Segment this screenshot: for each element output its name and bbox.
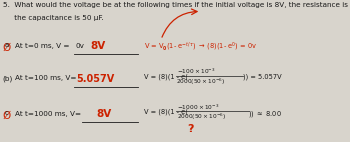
Text: (b): (b) [3, 75, 13, 82]
Text: )) = 5.057V: )) = 5.057V [243, 73, 282, 80]
Text: At t=0 ms, V =: At t=0 ms, V = [15, 43, 69, 49]
Text: 8V: 8V [90, 41, 106, 51]
Text: 5.  What would the voltage be at the following times if the initial voltage is 8: 5. What would the voltage be at the foll… [3, 2, 350, 8]
Text: the capacitance is 50 μF.: the capacitance is 50 μF. [3, 15, 104, 21]
Text: At t=100 ms, V=: At t=100 ms, V= [15, 75, 76, 81]
Text: V = (8)(1 - e(: V = (8)(1 - e( [144, 109, 187, 115]
Text: V = V$_\mathbf{0}$(1- e$^{-t/\tau}$) $\rightarrow$ (8)(1- e$^{0}$) = 0v: V = V$_\mathbf{0}$(1- e$^{-t/\tau}$) $\r… [144, 40, 257, 52]
Text: c: c [5, 110, 8, 116]
Text: At t=1000 ms, V=: At t=1000 ms, V= [15, 111, 81, 117]
Text: Ø: Ø [3, 111, 11, 121]
Text: 8V: 8V [96, 109, 112, 119]
Text: )) $\approx$ 8.00: )) $\approx$ 8.00 [248, 109, 282, 119]
Text: V = (8)(1 - e(: V = (8)(1 - e( [144, 73, 187, 80]
Text: 0v: 0v [75, 43, 84, 49]
Text: $-100\times10^{-3}$: $-100\times10^{-3}$ [177, 67, 215, 76]
Text: 5.057V: 5.057V [76, 74, 114, 84]
Text: ?: ? [187, 124, 194, 134]
Text: $-1000\times10^{-3}$: $-1000\times10^{-3}$ [177, 102, 219, 111]
Text: Ø: Ø [3, 43, 11, 53]
Text: a: a [5, 42, 9, 48]
Text: $2000(50\times10^{-6})$: $2000(50\times10^{-6})$ [177, 112, 226, 123]
Text: $2000(50\times10^{-6})$: $2000(50\times10^{-6})$ [176, 77, 226, 87]
